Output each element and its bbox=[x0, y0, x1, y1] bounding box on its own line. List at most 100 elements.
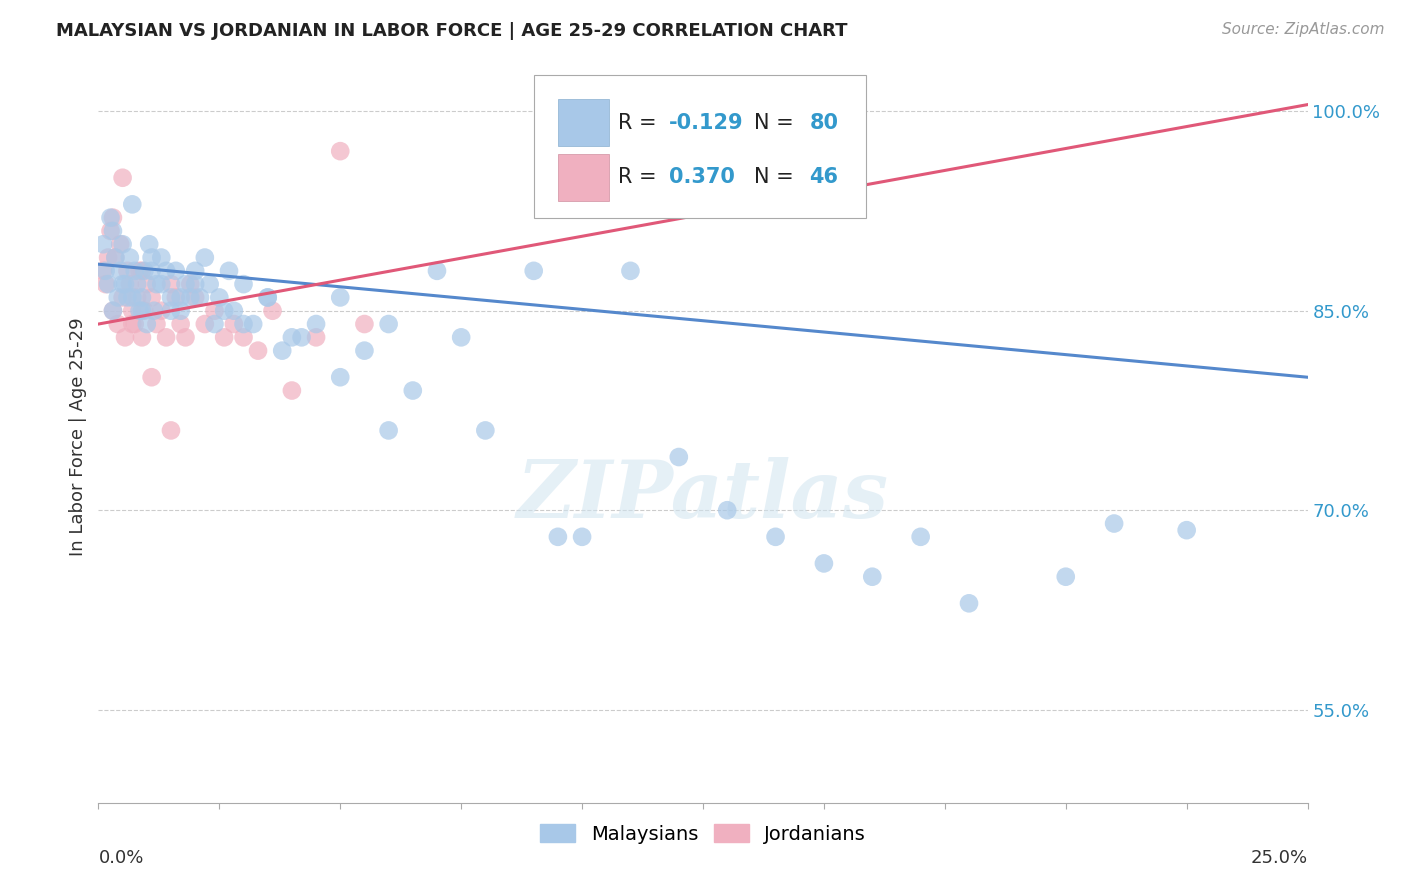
Point bbox=[165, 290, 187, 304]
Point bbox=[571, 530, 593, 544]
Point bbox=[305, 330, 328, 344]
Point bbox=[104, 251, 127, 265]
Point bbox=[218, 264, 240, 278]
Point bbox=[184, 290, 207, 304]
Point bbox=[145, 277, 167, 292]
Point bbox=[128, 264, 150, 278]
Point bbox=[150, 277, 173, 292]
Legend: Malaysians, Jordanians: Malaysians, Jordanians bbox=[533, 817, 873, 852]
Point bbox=[169, 290, 191, 304]
Point bbox=[174, 330, 197, 344]
Point bbox=[204, 303, 226, 318]
Point bbox=[111, 170, 134, 185]
Point bbox=[150, 303, 173, 318]
Point bbox=[169, 317, 191, 331]
Point bbox=[141, 251, 163, 265]
Point bbox=[377, 317, 399, 331]
Text: N =: N = bbox=[754, 168, 800, 187]
Point bbox=[97, 277, 120, 292]
Point bbox=[160, 277, 183, 292]
Point bbox=[281, 384, 304, 398]
Point bbox=[134, 303, 156, 318]
Point bbox=[450, 330, 472, 344]
Point bbox=[131, 330, 153, 344]
Point bbox=[127, 290, 149, 304]
Point bbox=[97, 251, 120, 265]
Point bbox=[813, 557, 835, 571]
Text: R =: R = bbox=[619, 168, 664, 187]
Point bbox=[1102, 516, 1125, 531]
Point bbox=[124, 264, 146, 278]
Point bbox=[290, 330, 312, 344]
FancyBboxPatch shape bbox=[558, 99, 609, 146]
Point bbox=[353, 343, 375, 358]
Text: 0.370: 0.370 bbox=[669, 168, 735, 187]
Point bbox=[179, 290, 201, 304]
Text: R =: R = bbox=[619, 112, 664, 133]
Point bbox=[101, 303, 124, 318]
Point bbox=[114, 277, 136, 292]
Point bbox=[104, 251, 127, 265]
Point bbox=[127, 277, 149, 292]
Point bbox=[121, 290, 143, 304]
Point bbox=[910, 530, 932, 544]
Point bbox=[135, 277, 157, 292]
Point bbox=[184, 277, 207, 292]
Point bbox=[547, 530, 569, 544]
Point bbox=[141, 264, 163, 278]
Point bbox=[155, 330, 177, 344]
Point bbox=[329, 370, 352, 384]
Point bbox=[194, 317, 217, 331]
Point bbox=[160, 303, 183, 318]
Point bbox=[131, 303, 153, 318]
Point bbox=[121, 197, 143, 211]
Point bbox=[101, 303, 124, 318]
Point bbox=[353, 317, 375, 331]
Point bbox=[1175, 523, 1198, 537]
Point bbox=[107, 290, 129, 304]
Point bbox=[101, 224, 124, 238]
Point bbox=[247, 343, 270, 358]
Point bbox=[128, 303, 150, 318]
Y-axis label: In Labor Force | Age 25-29: In Labor Force | Age 25-29 bbox=[69, 318, 87, 557]
Point bbox=[204, 317, 226, 331]
Point bbox=[108, 237, 131, 252]
Point bbox=[194, 251, 217, 265]
Point bbox=[111, 237, 134, 252]
Point bbox=[256, 290, 278, 304]
Point bbox=[108, 264, 131, 278]
Point bbox=[121, 317, 143, 331]
Point bbox=[91, 237, 114, 252]
Point bbox=[188, 290, 211, 304]
Point bbox=[138, 237, 160, 252]
Point bbox=[117, 290, 139, 304]
Point bbox=[716, 503, 738, 517]
Point bbox=[101, 211, 124, 225]
Point bbox=[169, 303, 191, 318]
Point bbox=[208, 290, 231, 304]
Point bbox=[281, 330, 304, 344]
Point bbox=[111, 290, 134, 304]
Point bbox=[184, 264, 207, 278]
Point bbox=[165, 264, 187, 278]
Point bbox=[329, 290, 352, 304]
Point bbox=[91, 264, 114, 278]
Point bbox=[1054, 570, 1077, 584]
Point bbox=[131, 290, 153, 304]
Text: Source: ZipAtlas.com: Source: ZipAtlas.com bbox=[1222, 22, 1385, 37]
Point bbox=[212, 330, 235, 344]
Point bbox=[114, 330, 136, 344]
Point bbox=[262, 303, 284, 318]
Point bbox=[100, 224, 122, 238]
Point bbox=[174, 277, 197, 292]
Text: ZIPatlas: ZIPatlas bbox=[517, 457, 889, 534]
Point bbox=[94, 264, 117, 278]
Text: 46: 46 bbox=[810, 168, 838, 187]
Point bbox=[212, 303, 235, 318]
Point bbox=[377, 424, 399, 438]
Point bbox=[860, 570, 883, 584]
Point bbox=[668, 450, 690, 464]
Point bbox=[232, 330, 254, 344]
Point bbox=[135, 317, 157, 331]
Point bbox=[179, 277, 201, 292]
